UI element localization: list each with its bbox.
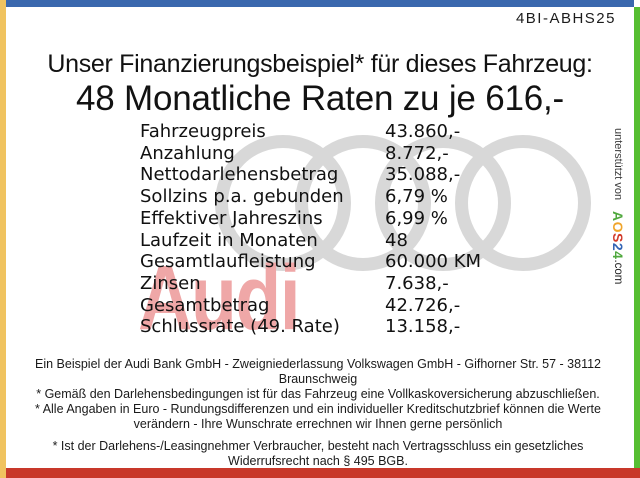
- footer-paragraph: Ein Beispiel der Audi Bank GmbH - Zweign…: [30, 357, 606, 387]
- row-label: Zinsen: [140, 272, 201, 294]
- top-border-bar: [6, 0, 634, 7]
- table-row: Effektiver Jahreszins 6,99 %: [140, 208, 481, 230]
- row-value: 35.088,-: [385, 164, 461, 186]
- row-value: 13.158,-: [385, 316, 461, 338]
- audi-rings-group: [215, 135, 591, 271]
- brand-letter: S: [610, 233, 626, 244]
- table-row: Zinsen 7.638,-: [140, 273, 481, 295]
- row-value: 60.000 KM: [385, 251, 482, 273]
- footer-disclaimers: Ein Beispiel der Audi Bank GmbH - Zweign…: [30, 357, 606, 469]
- audi-wordmark-watermark: Audi: [138, 247, 301, 349]
- footer-line: * Alle Angaben in Euro - Rundungsdiffere…: [35, 402, 601, 416]
- left-border-bar: [0, 0, 6, 478]
- table-row: Nettodarlehensbetrag 35.088,-: [140, 164, 481, 186]
- right-border-bar: [634, 7, 640, 468]
- row-value: 8.772,-: [385, 142, 449, 164]
- domain-suffix: .com: [612, 259, 624, 285]
- footer-paragraph: * Ist der Darlehens-/Leasingnehmer Verbr…: [30, 439, 606, 469]
- table-row: Fahrzeugpreis 43.860,-: [140, 121, 481, 143]
- aos24-logo: AOS24.com: [610, 211, 626, 284]
- row-label: Sollzins p.a. gebunden: [140, 186, 344, 208]
- row-value: 7.638,-: [385, 272, 449, 294]
- row-label: Schlussrate (49. Rate): [140, 316, 340, 338]
- bottom-border-bar: [6, 468, 640, 478]
- footer-line: verändern - Ihre Wunschrate errechnen wi…: [133, 417, 503, 431]
- table-row: Gesamtbetrag 42.726,-: [140, 295, 481, 317]
- table-row: Schlussrate (49. Rate) 13.158,-: [140, 316, 481, 338]
- table-row: Sollzins p.a. gebunden 6,79 %: [140, 186, 481, 208]
- row-label: Nettodarlehensbetrag: [140, 164, 339, 186]
- brand-letter: 2: [610, 243, 626, 252]
- brand-letter: O: [610, 221, 626, 234]
- supported-by-label: unterstützt von: [612, 128, 624, 204]
- row-value: 6,99 %: [385, 207, 448, 229]
- monthly-rate-headline: 48 Monatliche Raten zu je 616,-: [76, 79, 564, 118]
- row-value: 48: [385, 229, 408, 251]
- side-credit: unterstützt von AOS24.com: [609, 128, 627, 285]
- row-value: 42.726,-: [385, 294, 461, 316]
- row-label: Laufzeit in Monaten: [140, 229, 318, 251]
- vehicle-code: 4BI-ABHS25: [515, 10, 616, 27]
- brand-letter: 4: [610, 251, 626, 260]
- row-label: Fahrzeugpreis: [140, 121, 266, 142]
- table-row: Laufzeit in Monaten 48: [140, 230, 481, 252]
- row-label: Anzahlung: [140, 142, 235, 164]
- footer-paragraph: * Alle Angaben in Euro - Rundungsdiffere…: [30, 402, 606, 432]
- brand-letter: A: [610, 211, 626, 222]
- footer-paragraph: * Gemäß den Darlehensbedingungen ist für…: [30, 387, 606, 402]
- footer-line: * Ist der Darlehens-/Leasingnehmer Verbr…: [52, 439, 584, 453]
- financing-table: Fahrzeugpreis 43.860,- Anzahlung 8.772,-…: [140, 121, 481, 338]
- footer-line: Braunschweig: [278, 372, 358, 386]
- page-title: Unser Finanzierungsbeispiel* für dieses …: [47, 50, 593, 78]
- footer-line: Widerrufsrecht nach § 495 BGB.: [228, 454, 408, 468]
- row-label: Gesamtbetrag: [140, 294, 270, 316]
- row-value: 43.860,-: [385, 121, 461, 142]
- row-value: 6,79 %: [385, 186, 448, 208]
- table-row: Gesamtlaufleistung 60.000 KM: [140, 251, 481, 273]
- footer-line: Ein Beispiel der Audi Bank GmbH - Zweign…: [34, 357, 602, 371]
- table-row: Anzahlung 8.772,-: [140, 143, 481, 165]
- row-label: Effektiver Jahreszins: [140, 207, 323, 229]
- footer-line: * Gemäß den Darlehensbedingungen ist für…: [36, 387, 600, 401]
- row-label: Gesamtlaufleistung: [140, 251, 316, 273]
